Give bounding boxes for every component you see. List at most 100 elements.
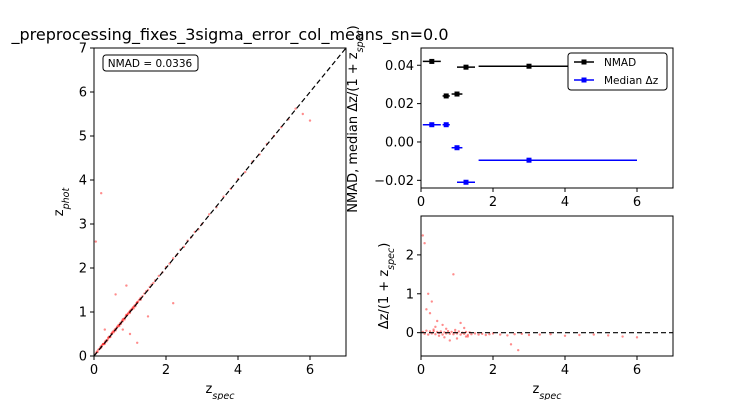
zphot-point: [128, 332, 132, 336]
dz-point: [425, 308, 428, 311]
zphot-point: [94, 240, 98, 243]
zphot-y-ticks: 0 1 2 3 4 5 6 7: [79, 42, 94, 365]
median-point: [454, 145, 460, 151]
zphot-point: [172, 302, 175, 305]
dz-point: [473, 332, 477, 335]
dz-point: [488, 333, 491, 336]
nmad-median-panel: 0 2 4 6 −0.02 0.00 0.02 0.04 NMAD Median Δz NM…: [346, 25, 674, 213]
dz-point: [430, 300, 433, 303]
dz-point: [463, 326, 466, 330]
zphot-point: [157, 274, 160, 278]
y-tick-label: 6: [79, 86, 87, 101]
zphot-point: [244, 170, 247, 174]
y-tick-label: 0: [79, 350, 87, 365]
dz-point: [446, 329, 450, 333]
zphot-point: [125, 284, 128, 287]
dz-point: [513, 333, 516, 336]
zphot-point: [123, 318, 126, 321]
x-tick-label: 0: [90, 363, 98, 378]
dz-point: [432, 328, 435, 331]
zphot-point: [100, 344, 104, 347]
dz-point: [464, 335, 468, 338]
y-tick-label: 2: [406, 248, 414, 263]
dz-point: [441, 323, 444, 327]
dz-point: [527, 333, 531, 337]
zphot-point: [101, 342, 105, 346]
zphot-point: [208, 213, 211, 216]
dz-point: [477, 333, 480, 336]
x-tick-label: 4: [561, 363, 569, 378]
zphot-x-ticks: 0 2 4 6: [90, 356, 314, 378]
one-to-one-reference-line: [93, 47, 347, 357]
zphot-point: [152, 281, 155, 285]
x-tick-label: 2: [489, 195, 497, 210]
dz-point: [509, 343, 513, 346]
zphot-point: [107, 336, 110, 340]
dz-point: [538, 333, 541, 336]
nmad-point: [443, 93, 449, 99]
zphot-point: [110, 331, 114, 335]
dz-point: [499, 333, 502, 336]
zphot-point: [121, 318, 125, 321]
x-tick-label: 2: [162, 363, 170, 378]
dz-point: [450, 330, 453, 334]
zphot-point: [127, 312, 130, 315]
dz-point: [434, 333, 437, 336]
dz-point: [421, 234, 424, 237]
zphot-point: [103, 328, 107, 331]
dz-point: [459, 333, 462, 336]
dz-point: [506, 334, 509, 337]
y-tick-label: 0.02: [385, 97, 414, 112]
dz-point: [484, 333, 487, 337]
zphot-point: [172, 257, 175, 260]
dz-point: [443, 336, 446, 339]
zphot-point: [222, 195, 225, 198]
dz-y-ticks: 0 1 2: [406, 248, 421, 341]
figure-title: _preprocessing_fixes_3sigma_error_col_me…: [11, 25, 449, 45]
zphot-point: [132, 307, 135, 310]
nmad-legend: NMAD Median Δz: [567, 52, 668, 91]
zphot-x-axis-label: zspec: [206, 382, 236, 400]
zphot-point: [111, 330, 114, 333]
dz-point: [423, 242, 426, 245]
x-tick-label: 4: [561, 195, 569, 210]
zphot-point: [118, 324, 121, 328]
y-tick-label: 0.00: [385, 135, 414, 150]
dz-point: [563, 334, 567, 337]
dz-point: [470, 333, 473, 336]
y-tick-label: 5: [79, 130, 87, 145]
dz-point: [428, 312, 432, 315]
y-tick-label: 3: [79, 218, 87, 233]
nmad-point: [463, 64, 469, 70]
median-point: [526, 157, 532, 163]
y-tick-label: 7: [79, 42, 87, 57]
zphot-point: [301, 112, 304, 116]
dz-point: [436, 319, 439, 323]
nmad-x-ticks: 0 2 4 6: [417, 188, 641, 210]
legend-label-nmad: NMAD: [604, 57, 636, 69]
dz-y-axis-label: Δz/(1 + zspec): [377, 243, 397, 330]
zphot-point: [132, 305, 135, 309]
legend-label-median: Median Δz: [604, 75, 659, 87]
dz-point: [441, 333, 444, 336]
median-point: [443, 122, 449, 128]
nmad-y-axis-label: NMAD, median Δz/(1 + zspec): [346, 25, 366, 213]
dz-point: [427, 292, 430, 295]
zphot-point: [146, 315, 150, 318]
zphot-point: [308, 119, 312, 122]
y-tick-label: −0.02: [374, 174, 414, 189]
dz-residual-panel: 0 2 4 6 0 1 2 zspec Δz/(1 + zspec): [377, 215, 674, 400]
dz-point: [437, 334, 441, 337]
nmad-y-ticks: −0.02 0.00 0.02 0.04: [374, 59, 421, 189]
dz-axes-frame: [420, 215, 674, 357]
dz-point: [457, 330, 460, 333]
zphot-point: [136, 341, 139, 344]
x-tick-label: 4: [234, 363, 242, 378]
zphot-point: [95, 350, 99, 353]
zphot-point: [294, 107, 297, 110]
zphot-point: [112, 331, 116, 334]
x-tick-label: 2: [489, 363, 497, 378]
x-tick-label: 0: [417, 195, 425, 210]
x-tick-label: 0: [417, 363, 425, 378]
dz-point: [621, 335, 624, 338]
